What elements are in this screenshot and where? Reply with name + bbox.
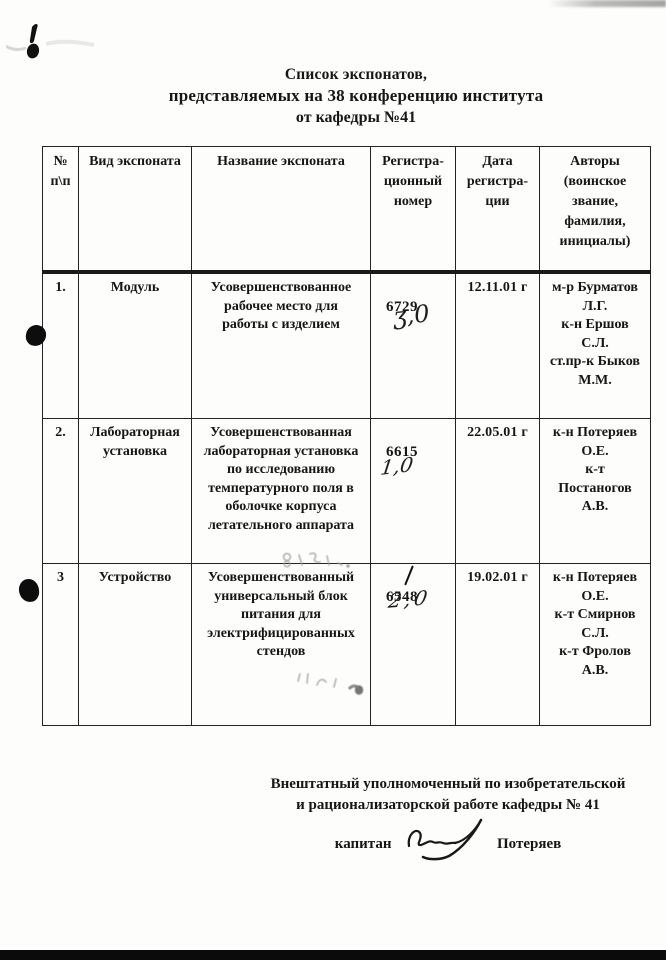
header-exhibit-name: Название экспоната <box>191 146 371 274</box>
cell-reg-number: 6615 1,0 <box>370 418 456 564</box>
table-header-row: № п\п Вид экспоната Название экспоната Р… <box>42 146 651 274</box>
handwritten-mark: ʒ,0 <box>391 299 431 331</box>
handwritten-mark: 1,0 <box>379 452 415 480</box>
signature-line: капитан Потеряев <box>232 816 664 864</box>
footer-signature-name: Потеряев <box>496 836 562 852</box>
ink-scribble-top-left <box>6 24 95 59</box>
table-row: 1. Модуль Усовершенствованное рабочее ме… <box>42 271 651 419</box>
cell-reg-date: 12.11.01 г <box>455 271 540 419</box>
cell-reg-number: 6548 2,0 <box>370 563 456 726</box>
cell-exhibit-type: Лабораторная установка <box>78 418 192 564</box>
reg-number: 6729 <box>386 298 418 315</box>
document-title: Список экспонатов, представляемых на 38 … <box>46 66 666 127</box>
cell-reg-date: 19.02.01 г <box>455 563 540 726</box>
cell-exhibit-type: Модуль <box>78 271 192 419</box>
reg-number: 6615 <box>386 443 418 460</box>
cell-num: 3 <box>42 563 79 726</box>
table-row: 2. Лабораторная установка Усовершенствов… <box>42 418 651 564</box>
handwritten-slash <box>404 565 415 586</box>
cell-reg-date: 22.05.01 г <box>455 418 540 564</box>
cell-reg-number: 6729 ʒ,0 <box>370 271 456 419</box>
exhibits-table: № п\п Вид экспоната Название экспоната Р… <box>42 146 651 726</box>
stamp-smudge <box>297 673 364 695</box>
header-authors: Авторы (воинское звание, фамилия, инициа… <box>539 146 651 274</box>
hole-punch-mark <box>17 578 41 603</box>
cell-exhibit-name: Усовершенствованный универсальный блок п… <box>191 563 371 726</box>
cell-exhibit-name: Усовершенствованное рабочее место для ра… <box>191 271 371 419</box>
title-line-1: Список экспонатов, <box>284 66 428 83</box>
scan-smudge-top-right <box>548 0 666 7</box>
cell-num: 1. <box>42 271 79 419</box>
header-reg-number: Регистра- ционный номер <box>370 146 456 274</box>
signature <box>407 818 483 861</box>
scan-edge-bar <box>0 950 666 960</box>
cell-exhibit-type: Устройство <box>78 563 192 726</box>
title-line-3: от кафедры №41 <box>295 109 417 126</box>
cell-num: 2. <box>42 418 79 564</box>
handwritten-mark: 2,0 <box>386 585 433 613</box>
footer-rank: капитан <box>334 836 392 852</box>
header-num: № п\п <box>42 146 79 274</box>
cell-authors: к-н Потеряев О.Е. к-т Постаногов А.В. <box>539 418 651 564</box>
cell-exhibit-name: Усовершенствованная лабораторная установ… <box>191 418 371 564</box>
header-reg-date: Дата регистра- ции <box>455 146 540 274</box>
reg-number: 6548 <box>386 588 418 605</box>
footer-line-1: Внештатный уполномоченный по изобретател… <box>270 776 626 792</box>
footer-line-2: и рационализаторской работе кафедры № 41 <box>296 796 600 813</box>
header-exhibit-type: Вид экспоната <box>78 146 192 274</box>
title-line-2: представляемых на 38 конференцию институ… <box>168 86 544 105</box>
footer-block: Внештатный уполномоченный по изобретател… <box>232 774 664 864</box>
table-row: 3 Устройство Усовершенствованный универс… <box>42 563 651 726</box>
stamp-smudge <box>282 552 350 568</box>
cell-authors: к-н Потеряев О.Е. к-т Смирнов С.Л. к-т Ф… <box>539 563 651 726</box>
cell-authors: м-р Бурматов Л.Г. к-н Ершов С.Л. ст.пр-к… <box>539 271 651 419</box>
